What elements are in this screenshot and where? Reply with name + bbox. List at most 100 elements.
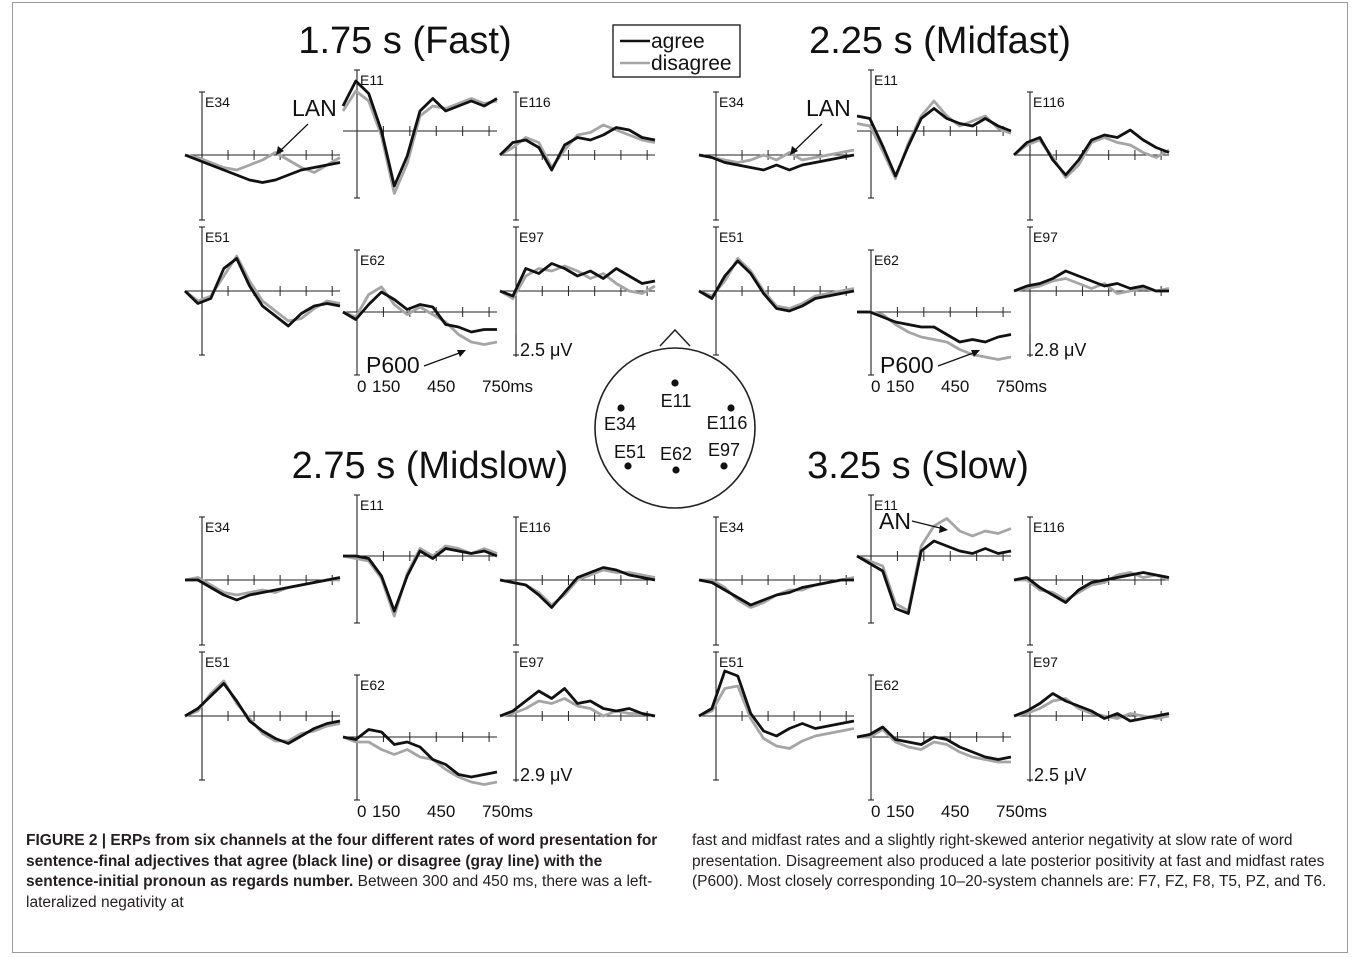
channel-e116: E116 [499, 516, 656, 646]
channel-e62: E62 [856, 674, 1012, 801]
disagree-waveform [1014, 571, 1170, 602]
channel-e34: E34 [698, 516, 855, 646]
disagree-waveform [499, 123, 656, 169]
channel-label: E116 [1033, 519, 1065, 535]
channel-label: E34 [205, 519, 230, 535]
time-tick-label: 0 [871, 377, 880, 396]
time-tick-label: 150 [372, 377, 400, 396]
disagree-waveform [698, 257, 855, 310]
channel-label: E51 [205, 229, 230, 245]
panel-title: 2.25 s (Midfast) [809, 20, 1071, 62]
annotation-lan: LAN [806, 95, 851, 121]
agree-waveform [1013, 128, 1170, 177]
figure-caption: FIGURE 2 | ERPs from six channels at the… [26, 831, 1336, 951]
panel-3: 2.75 s (Midslow) E34 E11 E116 E51 E62 E97 2.9 μ… [184, 445, 656, 820]
agree-waveform [342, 728, 498, 779]
time-tick-label: 0 [357, 377, 366, 396]
channel-e62: E62 [857, 249, 1012, 376]
agree-waveform [343, 547, 498, 613]
agree-waveform [857, 310, 1012, 344]
time-tick-label: 450 [941, 802, 969, 820]
channel-e116: E116 [1013, 516, 1170, 646]
channel-label: E62 [874, 252, 899, 268]
channel-label: E97 [1033, 654, 1058, 670]
annotation-arrow [911, 520, 945, 530]
legend-agree-label: agree [651, 30, 705, 53]
head-nose [659, 328, 691, 347]
electrode-e116-dot [727, 404, 735, 412]
caption-title: FIGURE 2 | ERPs from six channels at the… [26, 832, 658, 890]
time-tick-label: 750ms [996, 377, 1047, 396]
channel-e97: E97 [499, 226, 656, 356]
agree-waveform [856, 725, 1012, 761]
channel-e51: E51 [184, 651, 341, 781]
disagree-waveform [341, 89, 498, 195]
channel-e97: E97 [1013, 651, 1170, 781]
time-tick-label: 0 [357, 802, 366, 820]
time-tick-label: 0 [871, 802, 880, 820]
panel-4: 3.25 s (Slow) E34 E11 E116 E51 E62 E97 2.5 μV 0 1… [698, 445, 1170, 820]
legend: agree disagree [612, 24, 741, 78]
agree-waveform [698, 153, 855, 172]
disagree-waveform [698, 684, 855, 750]
electrode-e11-dot [671, 379, 679, 387]
agree-waveform [342, 290, 497, 334]
electrode-e116-label: E116 [707, 413, 748, 433]
disagree-waveform [184, 151, 341, 174]
head-outline [594, 347, 756, 509]
channel-label: E116 [1033, 94, 1065, 110]
arrow-head [276, 146, 284, 155]
channel-e62: E62 [342, 674, 498, 801]
legend-box [612, 24, 741, 78]
disagree-waveform [856, 99, 1012, 180]
agree-waveform [499, 566, 656, 609]
channel-label: E11 [360, 72, 384, 88]
time-tick-label: 450 [941, 377, 969, 396]
annotation-arrow [937, 351, 977, 367]
time-tick-label: 150 [886, 802, 914, 820]
electrode-e62-dot [672, 466, 680, 474]
agree-waveform [698, 259, 855, 313]
channel-label: E116 [519, 94, 551, 110]
arrow-head [790, 146, 798, 155]
agree-waveform [499, 262, 656, 298]
panel-1: 1.75 s (Fast) E34 E11 E116 E51 E62 E97 2.5 μV 0 1… [184, 20, 656, 396]
channel-label: E34 [719, 94, 744, 110]
channel-e51: E51 [698, 651, 855, 781]
agree-waveform [856, 539, 1012, 615]
agree-waveform [499, 687, 656, 718]
electrode-e62-label: E62 [660, 444, 692, 464]
channel-e34: E34 [184, 516, 341, 646]
agree-waveform [856, 107, 1012, 178]
channel-label: E11 [360, 497, 384, 513]
annotation-arrow [423, 351, 463, 367]
panel-title: 2.75 s (Midslow) [292, 445, 569, 487]
channel-label: E11 [874, 497, 898, 513]
agree-waveform [184, 682, 341, 745]
arrow-head [971, 350, 980, 357]
channel-label: E11 [874, 72, 898, 88]
caption-left-text: Between 300 and 450 ms, there was a left… [26, 873, 653, 911]
legend-disagree-label: disagree [651, 52, 732, 75]
channel-e11: E11 [856, 69, 1012, 199]
time-tick-label: 750ms [996, 802, 1047, 820]
scale-label: 2.5 μV [520, 340, 572, 360]
channel-label: E62 [360, 677, 385, 693]
annotation-p600: P600 [366, 352, 420, 378]
channel-label: E97 [519, 229, 544, 245]
time-tick-label: 450 [427, 802, 455, 820]
caption-left-column: FIGURE 2 | ERPs from six channels at the… [26, 831, 676, 913]
channel-e11: E11 [342, 494, 498, 624]
channel-e116: E116 [499, 91, 656, 221]
figure-frame [12, 2, 1348, 953]
disagree-waveform [857, 728, 1011, 764]
channel-label: E116 [519, 519, 551, 535]
disagree-waveform [1013, 136, 1170, 179]
channel-e51: E51 [184, 226, 341, 356]
channel-label: E51 [205, 654, 230, 670]
disagree-waveform [499, 264, 656, 300]
arrow-head [457, 350, 466, 357]
electrode-e34-dot [617, 404, 625, 412]
